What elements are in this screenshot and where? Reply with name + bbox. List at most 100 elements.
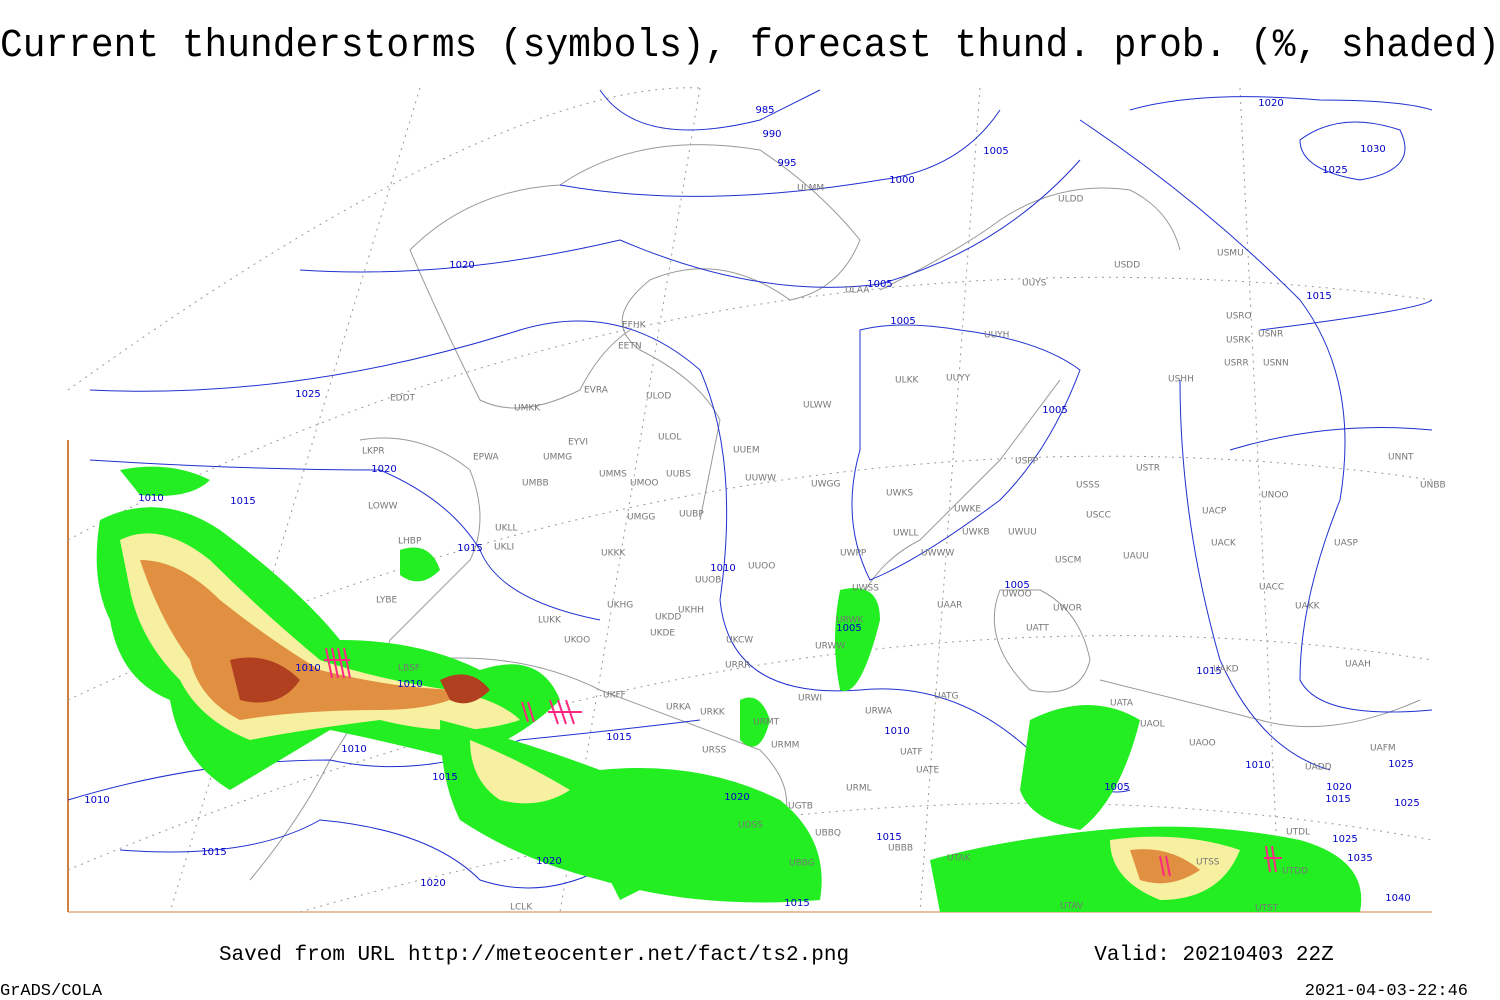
station-label: UUBS (666, 470, 691, 480)
station-label: UWWW (921, 549, 954, 559)
station-label: USRK (1226, 336, 1252, 346)
station-label: URWA (865, 707, 893, 717)
station-label: ULMM (797, 184, 824, 194)
isobar-label: 1010 (884, 726, 909, 737)
software-credit: GrADS/COLA (0, 982, 103, 1000)
station-label: UASP (1334, 539, 1358, 549)
isobar-label: 1020 (420, 878, 445, 889)
station-label: UMMS (599, 470, 627, 480)
station-label: ULOD (646, 392, 671, 402)
station-label: LUKK (538, 616, 562, 626)
station-label: UAKD (1213, 665, 1239, 675)
isobar-label: 1015 (1325, 794, 1350, 805)
isobar-label: 995 (777, 158, 796, 169)
station-label: UKLI (494, 543, 514, 553)
isobar-label: 1025 (295, 389, 320, 400)
station-label: UACC (1259, 583, 1284, 593)
station-label: UBBB (888, 844, 913, 854)
isobar-label: 1015 (457, 543, 482, 554)
isobar-label: 1010 (84, 795, 109, 806)
isobar-label: 1025 (1322, 165, 1347, 176)
station-label: UGTB (788, 802, 813, 812)
station-label: USDD (1114, 261, 1140, 271)
isobar-label: 1005 (890, 316, 915, 327)
isobar-label: 1020 (371, 464, 396, 475)
station-label: UATF (900, 748, 923, 758)
station-label: URMT (753, 718, 780, 728)
station-label: UKOO (564, 636, 590, 646)
isobar-label: 1015 (876, 832, 901, 843)
station-label: UTAV (1060, 902, 1084, 912)
station-label: URKA (666, 703, 692, 713)
station-label: URWW (815, 642, 845, 652)
station-label: UNOO (1261, 491, 1289, 501)
station-label: UNBB (1420, 481, 1446, 491)
source-url: Saved from URL http://meteocenter.net/fa… (219, 944, 849, 967)
isobar-label: 1020 (536, 856, 561, 867)
station-label: UWUU (1008, 528, 1037, 538)
isobar-label: 1010 (1245, 760, 1270, 771)
station-label: UTDD (1282, 867, 1308, 877)
station-label: UTAK (947, 854, 972, 864)
isobar-label: 1010 (397, 679, 422, 690)
isobar-label: 990 (762, 129, 781, 140)
isobar-label: 1015 (784, 898, 809, 909)
station-label: UWGG (811, 480, 840, 490)
station-label: UTSS (1196, 858, 1220, 868)
station-label: EFHK (622, 321, 647, 331)
isobar-labels: 985 990 995 1000 1005 1020 1030 1025 1020 1005 101… (84, 98, 1419, 909)
isobar-label: 1015 (1306, 291, 1331, 302)
station-label: UKKK (601, 549, 626, 559)
station-label: USNN (1263, 359, 1289, 369)
station-label: UADD (1305, 763, 1332, 773)
isobar-label: 1020 (1258, 98, 1283, 109)
station-label: UKHG (607, 601, 633, 611)
isobar-label: 1000 (889, 175, 914, 186)
station-label: UBBQ (815, 829, 841, 839)
isobar-label: 1015 (1196, 666, 1221, 677)
station-label: UTST (1255, 904, 1279, 914)
station-label: URKK (700, 708, 726, 718)
thunderstorm-symbols (324, 647, 1282, 877)
station-label: UATA (1110, 699, 1134, 709)
thunderstorm-probability (96, 466, 1362, 912)
station-label: USCC (1086, 511, 1111, 521)
station-label: UMMG (543, 453, 572, 463)
station-label: URRR (725, 661, 750, 671)
station-label: UWKB (962, 528, 990, 538)
isobar-label: 1025 (1388, 759, 1413, 770)
station-label: UAOO (1189, 739, 1216, 749)
station-label: UUYY (946, 374, 971, 384)
isobar-label: 1010 (295, 663, 320, 674)
station-label: UUOO (748, 562, 775, 572)
isobar-label: 1015 (230, 496, 255, 507)
station-label: UMGG (627, 513, 655, 523)
station-label: UAUU (1123, 552, 1149, 562)
station-label: LBSF (398, 664, 420, 674)
isobar-label: 1025 (1332, 834, 1357, 845)
station-label: UUYS (1022, 279, 1047, 289)
station-label: USNR (1258, 330, 1283, 340)
station-label: UKLL (495, 524, 518, 534)
station-label: ULAA (845, 286, 870, 296)
station-label: UATE (916, 766, 940, 776)
station-label: URMM (771, 741, 799, 751)
station-label: USSS (1076, 481, 1100, 491)
station-label: EDDT (390, 394, 416, 404)
station-label: UKDE (650, 629, 675, 639)
isobar-label: 1020 (724, 792, 749, 803)
isobar-label: 1005 (867, 279, 892, 290)
station-label: UACP (1202, 507, 1227, 517)
station-label: URWK (836, 616, 864, 626)
station-label: UKHH (678, 606, 704, 616)
station-label: UATT (1026, 624, 1049, 634)
station-label: USMU (1217, 249, 1244, 259)
station-label: UMKK (514, 404, 541, 414)
station-label: UBBG (789, 859, 815, 869)
station-label: ULDD (1058, 195, 1084, 205)
station-label: UWLL (893, 529, 919, 539)
station-label: UWPP (840, 549, 867, 559)
valid-time: Valid: 20210403 22Z (1094, 944, 1333, 967)
isobar-label: 1005 (1004, 580, 1029, 591)
isobar-label: 1005 (1104, 782, 1129, 793)
